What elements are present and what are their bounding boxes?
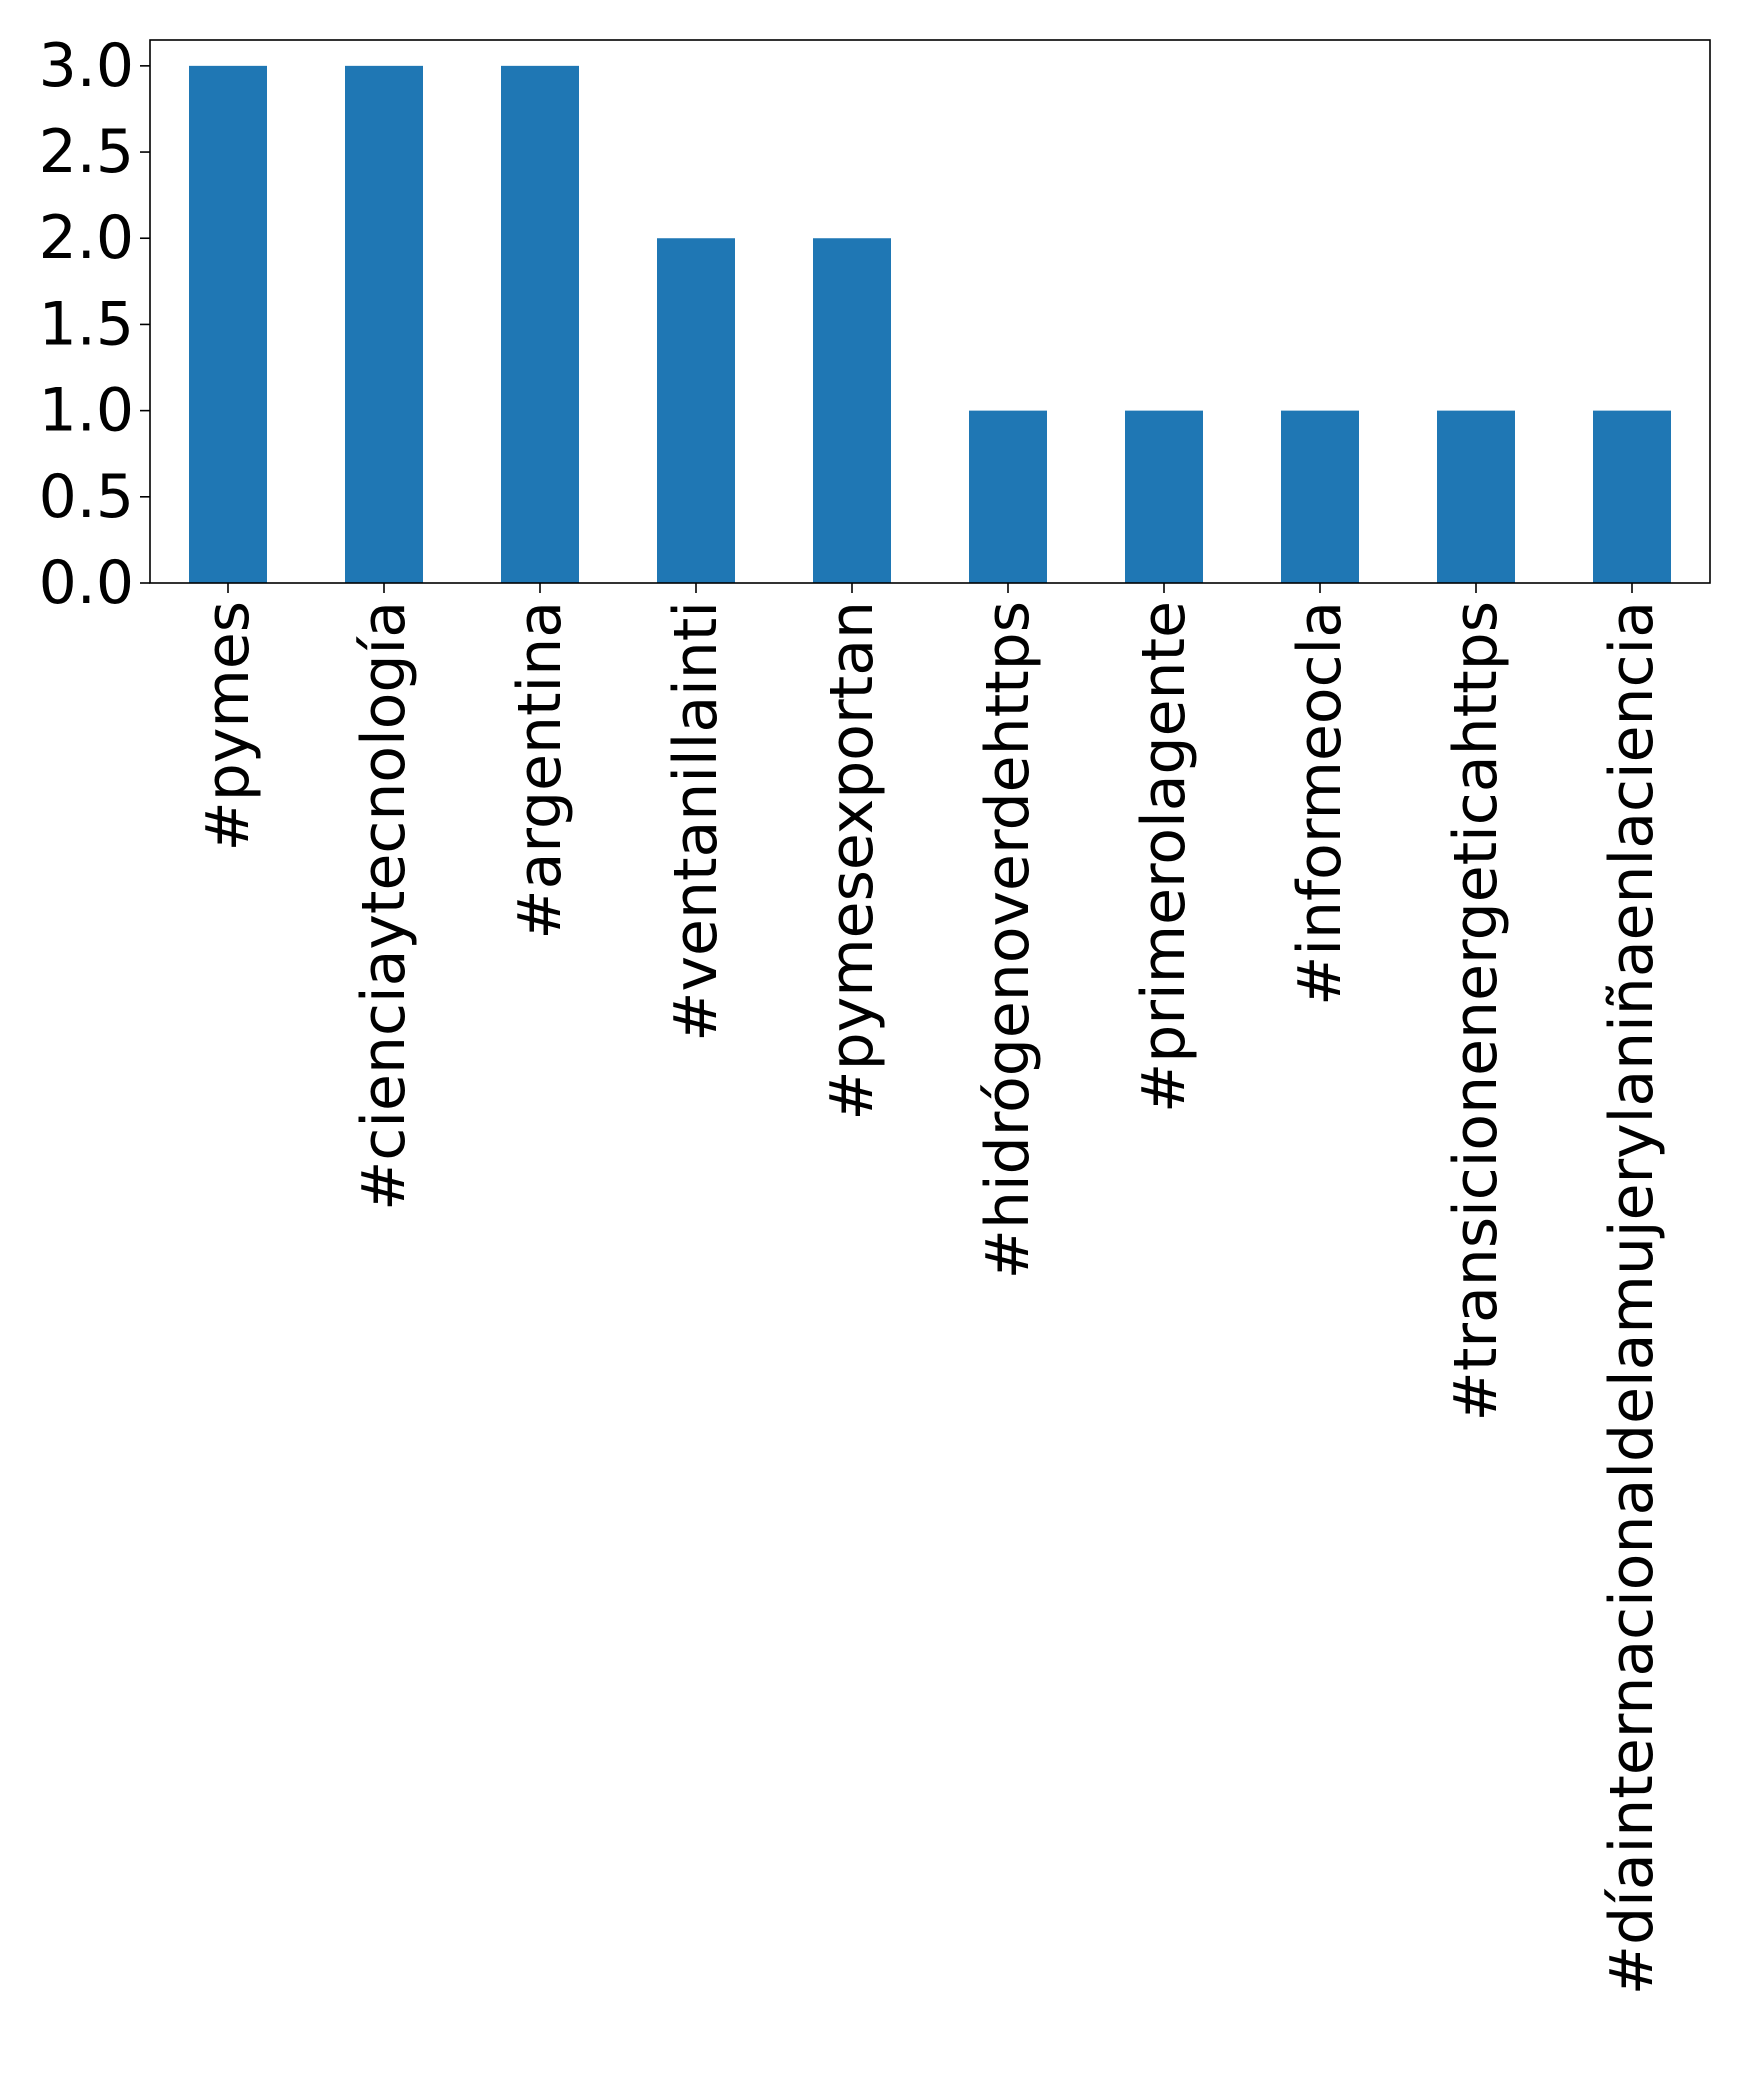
bars-layer (189, 65, 1671, 584)
y-tick-label: 3.0 (39, 31, 134, 101)
y-tick-label: 0.5 (39, 462, 134, 532)
x-tick-label: #informeocla (1285, 601, 1355, 1006)
bar-4 (657, 238, 735, 583)
bar-10 (1593, 410, 1671, 583)
plot-frame (149, 39, 1711, 584)
y-tick-label: 0.0 (39, 548, 134, 618)
y-tick-label: 2.5 (39, 117, 134, 187)
bar-5 (813, 238, 891, 583)
bar-8 (1281, 410, 1359, 583)
x-tick-label: #primerolagente (1129, 601, 1199, 1113)
x-tick-label: #díainternacionaldelamujerylaniñaenlacie… (1597, 601, 1667, 1995)
y-tick-label: 1.5 (39, 289, 134, 359)
bar-7 (1125, 410, 1203, 583)
x-tick-label: #ventanillainti (661, 601, 731, 1042)
x-tick-label: #transicionenergeticahttps (1441, 601, 1511, 1421)
bar-2 (345, 65, 423, 584)
y-tick-label: 2.0 (39, 203, 134, 273)
x-tick-label: #argentina (505, 601, 575, 940)
x-tick-label: #cienciaytecnología (349, 601, 419, 1211)
y-tick-label: 1.0 (39, 376, 134, 446)
bar-9 (1437, 410, 1515, 583)
x-tick-label: #pymes (193, 601, 263, 852)
bar-1 (189, 65, 267, 584)
x-tick-label: #pymesexportan (817, 601, 887, 1121)
x-tick-label: #hidrógenoverdehttps (973, 601, 1043, 1279)
x-axis: #pymes #cienciaytecnología #argentina #vent… (193, 583, 1667, 1995)
bar-3 (501, 65, 579, 584)
bar-6 (969, 410, 1047, 583)
y-axis: 0.0 0.5 1.0 1.5 2.0 2.5 3.0 (39, 31, 150, 618)
